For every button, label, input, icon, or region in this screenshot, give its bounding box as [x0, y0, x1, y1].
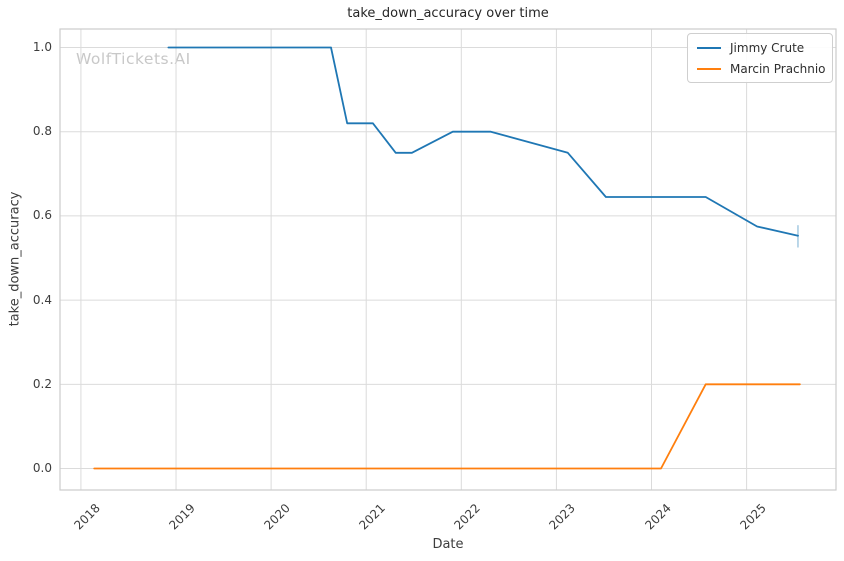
plot-border	[59, 28, 837, 491]
legend-line-swatch-orange	[697, 67, 721, 70]
legend-item-marcin-prachnio: Marcin Prachnio	[697, 60, 826, 77]
legend-item-jimmy-crute: Jimmy Crute	[697, 39, 823, 56]
y-tick-label: 0.4	[32, 292, 52, 307]
legend-label: Marcin Prachnio	[730, 61, 826, 76]
y-tick-label: 1.0	[32, 40, 52, 55]
legend-label: Jimmy Crute	[730, 40, 805, 55]
y-tick-label: 0.0	[32, 461, 52, 476]
y-tick-label: 0.8	[32, 124, 52, 139]
legend: Jimmy Crute Marcin Prachnio	[687, 33, 833, 83]
x-axis-label: Date	[432, 537, 464, 552]
series-line	[93, 383, 801, 470]
series-line	[167, 46, 799, 237]
y-tick-label: 0.6	[32, 208, 52, 223]
y-tick-label: 0.2	[32, 376, 52, 391]
legend-line-swatch-blue	[697, 46, 721, 49]
chart-title: take_down_accuracy over time	[347, 6, 549, 21]
watermark: WolfTickets.AI	[76, 50, 191, 68]
